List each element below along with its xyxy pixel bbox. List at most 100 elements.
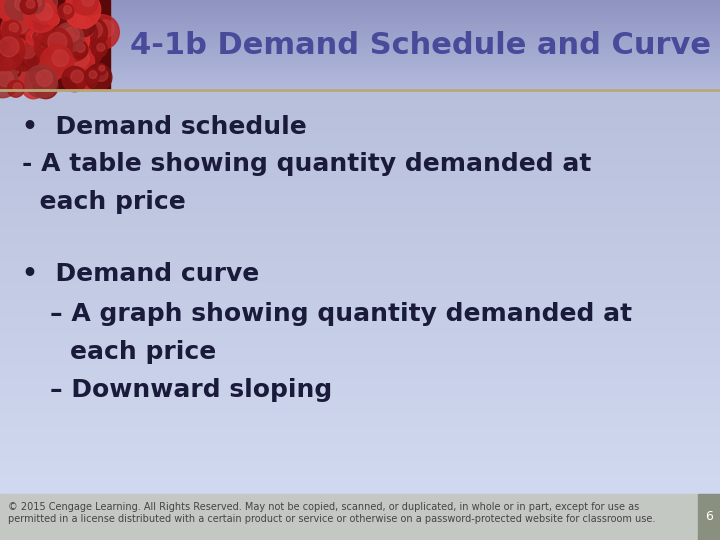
Circle shape bbox=[25, 0, 44, 14]
Circle shape bbox=[0, 37, 19, 57]
Circle shape bbox=[16, 40, 23, 47]
Bar bbox=[0, 494, 720, 540]
Circle shape bbox=[36, 3, 53, 21]
Circle shape bbox=[73, 14, 86, 28]
Text: •  Demand curve: • Demand curve bbox=[22, 262, 259, 286]
Circle shape bbox=[68, 38, 86, 56]
Circle shape bbox=[68, 53, 73, 59]
Bar bbox=[0, 0, 110, 90]
Circle shape bbox=[16, 42, 27, 53]
Circle shape bbox=[76, 43, 85, 52]
Circle shape bbox=[21, 0, 58, 21]
Circle shape bbox=[56, 33, 91, 68]
Circle shape bbox=[71, 19, 97, 46]
Text: 6: 6 bbox=[705, 510, 713, 523]
Circle shape bbox=[35, 56, 62, 83]
Circle shape bbox=[38, 53, 53, 69]
Circle shape bbox=[60, 34, 87, 61]
Circle shape bbox=[48, 34, 55, 41]
Circle shape bbox=[12, 0, 46, 19]
Circle shape bbox=[42, 78, 55, 90]
Circle shape bbox=[48, 32, 67, 51]
Circle shape bbox=[71, 70, 84, 83]
Circle shape bbox=[33, 0, 52, 8]
Circle shape bbox=[73, 0, 98, 15]
Circle shape bbox=[24, 45, 48, 69]
Circle shape bbox=[64, 0, 101, 28]
Circle shape bbox=[83, 70, 95, 82]
Circle shape bbox=[75, 17, 107, 50]
Circle shape bbox=[18, 41, 36, 58]
Circle shape bbox=[24, 0, 41, 8]
Circle shape bbox=[63, 6, 71, 14]
Circle shape bbox=[56, 10, 90, 43]
Circle shape bbox=[65, 27, 79, 42]
Circle shape bbox=[4, 58, 13, 68]
Circle shape bbox=[96, 20, 114, 37]
Circle shape bbox=[42, 11, 50, 19]
Circle shape bbox=[86, 22, 102, 38]
Circle shape bbox=[91, 41, 107, 57]
Circle shape bbox=[7, 0, 26, 9]
Circle shape bbox=[82, 0, 94, 6]
Circle shape bbox=[80, 17, 91, 29]
Circle shape bbox=[72, 50, 89, 67]
Circle shape bbox=[40, 45, 73, 78]
Circle shape bbox=[19, 44, 25, 50]
Circle shape bbox=[33, 74, 58, 99]
Circle shape bbox=[52, 45, 63, 56]
Circle shape bbox=[54, 23, 84, 52]
Circle shape bbox=[21, 0, 35, 13]
Circle shape bbox=[1, 12, 33, 45]
Circle shape bbox=[62, 66, 87, 92]
Circle shape bbox=[85, 64, 112, 91]
Circle shape bbox=[56, 23, 89, 57]
Circle shape bbox=[80, 38, 98, 56]
Circle shape bbox=[14, 0, 28, 11]
Circle shape bbox=[0, 0, 32, 22]
Circle shape bbox=[70, 38, 83, 52]
Circle shape bbox=[17, 70, 30, 82]
Circle shape bbox=[14, 69, 19, 73]
Circle shape bbox=[0, 0, 27, 18]
Circle shape bbox=[42, 56, 62, 76]
Circle shape bbox=[63, 51, 76, 64]
Circle shape bbox=[75, 67, 98, 90]
Circle shape bbox=[35, 27, 73, 65]
Text: permitted in a license distributed with a certain product or service or otherwis: permitted in a license distributed with … bbox=[8, 514, 655, 524]
Text: each price: each price bbox=[22, 190, 186, 214]
Circle shape bbox=[67, 32, 103, 69]
Circle shape bbox=[94, 68, 108, 82]
Circle shape bbox=[45, 60, 58, 73]
Circle shape bbox=[26, 30, 41, 45]
Circle shape bbox=[77, 0, 95, 15]
Circle shape bbox=[32, 48, 44, 60]
Circle shape bbox=[72, 14, 95, 37]
Circle shape bbox=[7, 80, 24, 97]
Circle shape bbox=[68, 28, 84, 45]
Circle shape bbox=[35, 72, 41, 79]
Circle shape bbox=[0, 31, 24, 71]
Text: each price: each price bbox=[70, 340, 216, 364]
Circle shape bbox=[47, 14, 59, 26]
Circle shape bbox=[9, 23, 19, 32]
Circle shape bbox=[32, 0, 42, 7]
Circle shape bbox=[99, 65, 104, 71]
Circle shape bbox=[60, 44, 94, 79]
Text: •  Demand schedule: • Demand schedule bbox=[22, 115, 307, 139]
Circle shape bbox=[85, 15, 120, 49]
Circle shape bbox=[68, 15, 85, 31]
Circle shape bbox=[49, 59, 59, 69]
Text: – Downward sloping: – Downward sloping bbox=[50, 378, 332, 402]
Circle shape bbox=[58, 3, 74, 19]
Text: - A table showing quantity demanded at: - A table showing quantity demanded at bbox=[22, 152, 591, 176]
Circle shape bbox=[52, 50, 68, 66]
Circle shape bbox=[73, 42, 84, 53]
Circle shape bbox=[3, 21, 21, 39]
Circle shape bbox=[70, 40, 88, 59]
Circle shape bbox=[11, 38, 25, 52]
Circle shape bbox=[78, 16, 85, 23]
Bar bbox=[698, 494, 720, 540]
Text: 4-1b Demand Schedule and Curve: 4-1b Demand Schedule and Curve bbox=[130, 30, 711, 59]
Circle shape bbox=[22, 76, 45, 99]
